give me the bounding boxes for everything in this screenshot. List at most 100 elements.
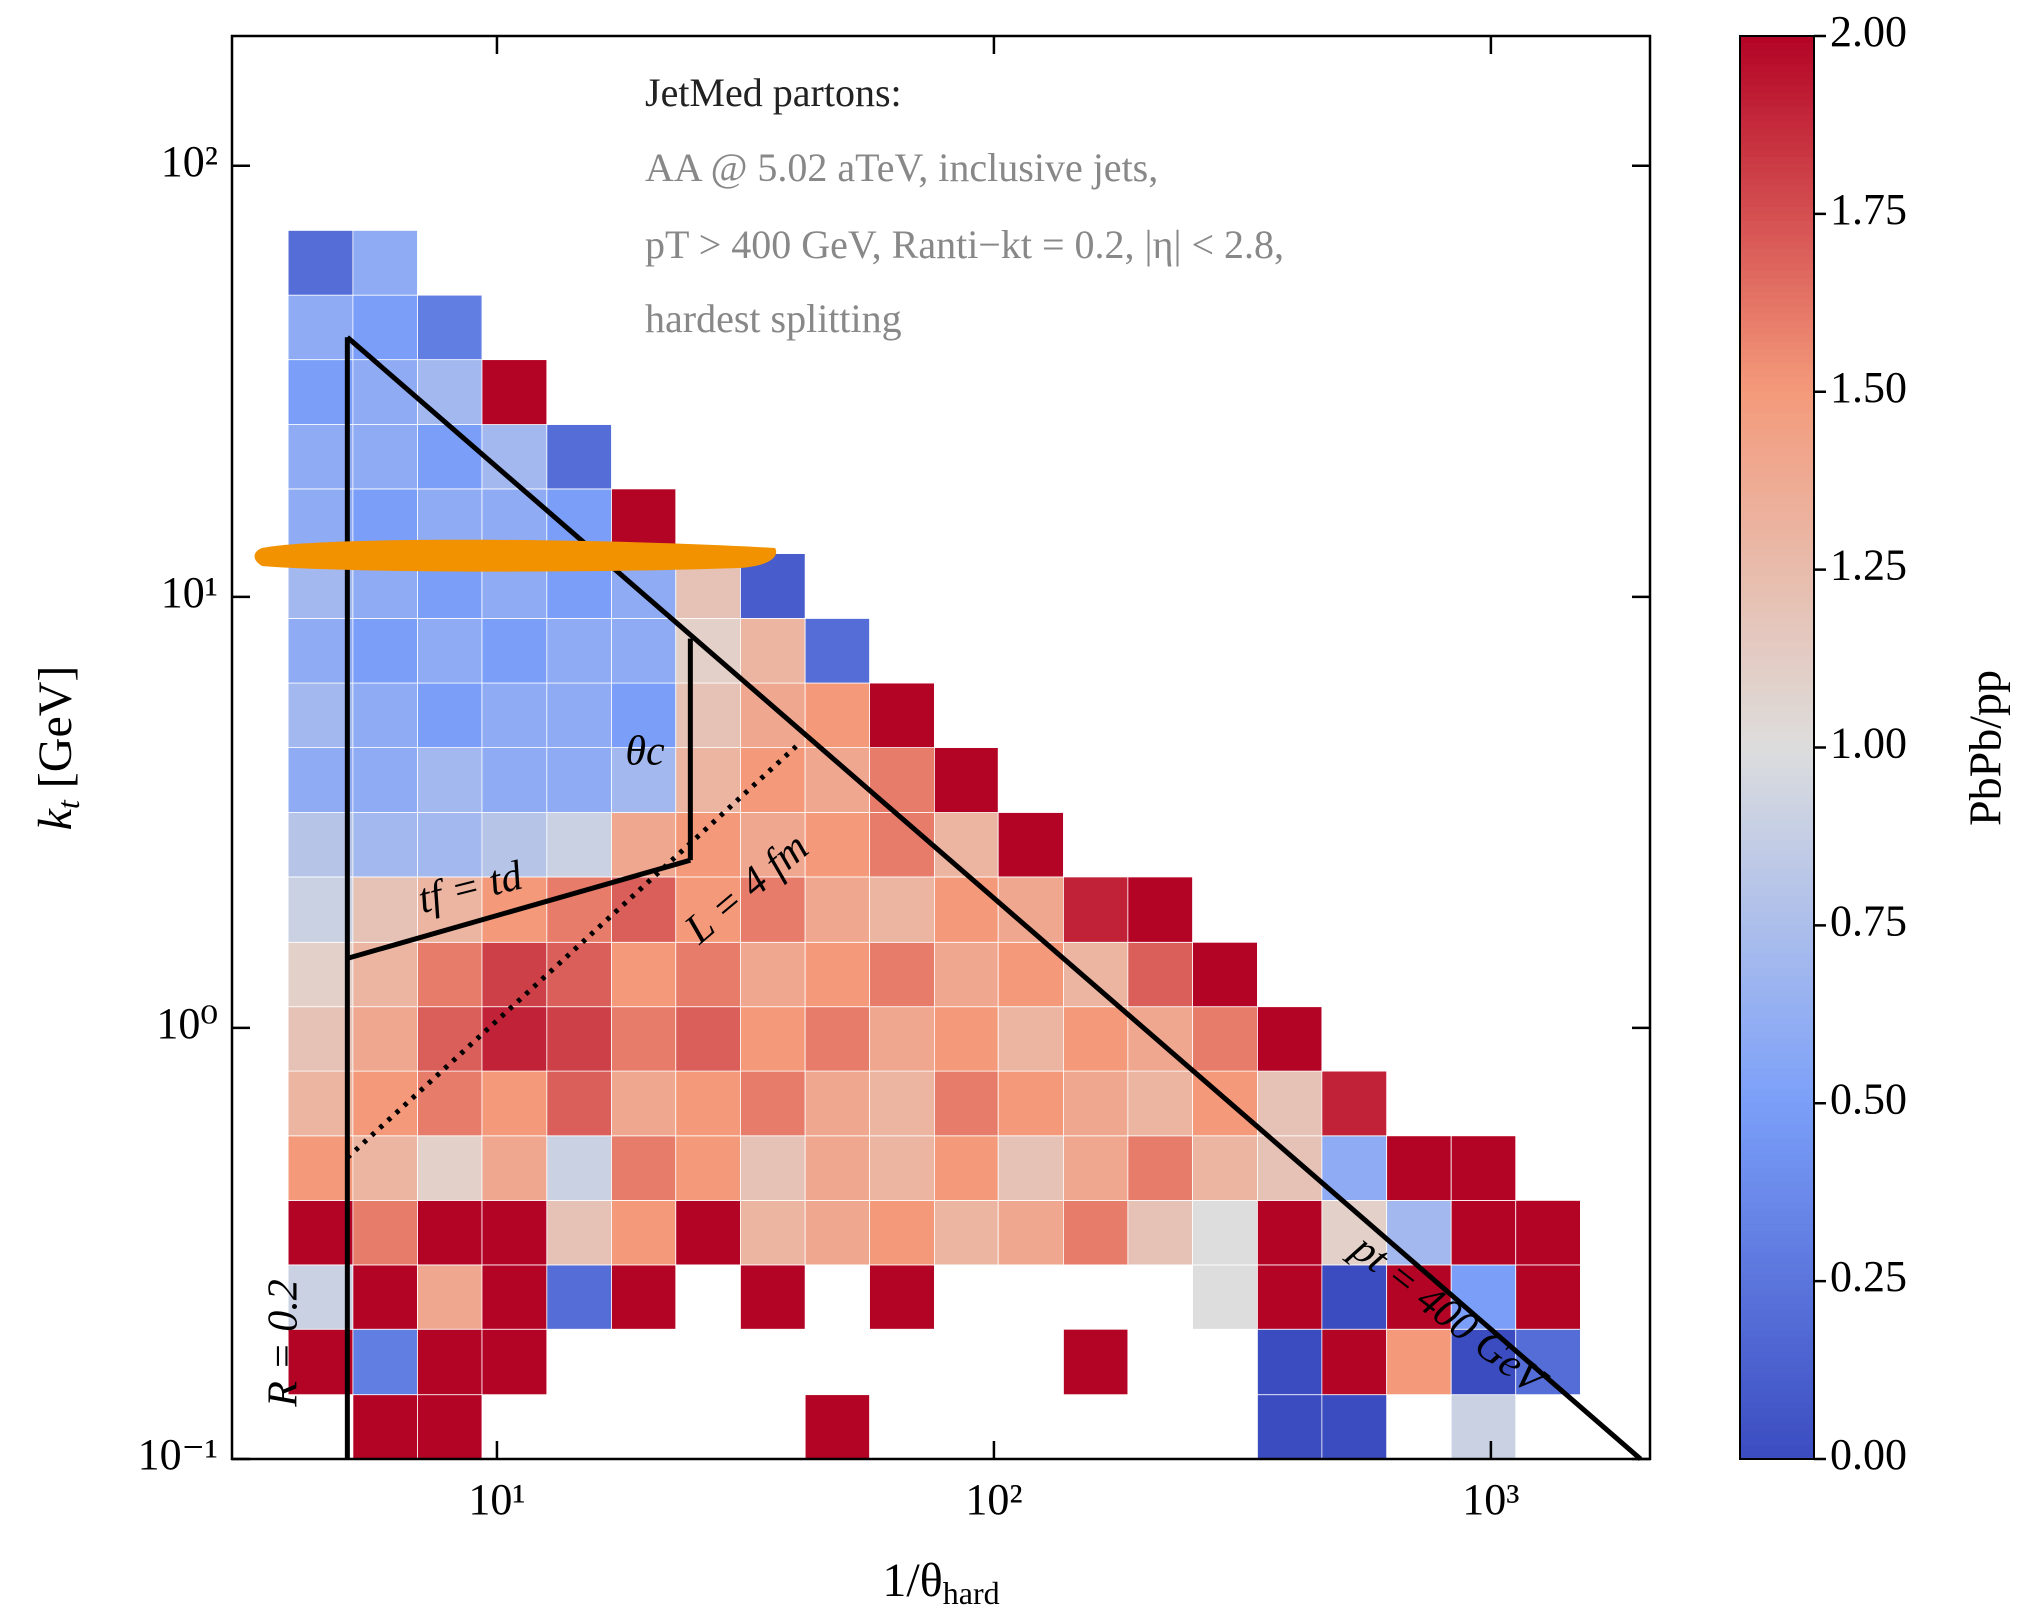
colorbar-segment <box>1740 363 1814 372</box>
colorbar-segment <box>1740 1281 1814 1290</box>
colorbar-segment <box>1740 1089 1814 1098</box>
colorbar-segment <box>1740 1046 1814 1055</box>
colorbar-segment <box>1740 1053 1814 1062</box>
colorbar-segment <box>1740 356 1814 365</box>
heatmap-cell <box>546 424 612 490</box>
colorbar-segment <box>1740 534 1814 543</box>
colorbar-segment <box>1740 968 1814 977</box>
heatmap-cell <box>611 1200 677 1266</box>
info-line: pT > 400 GeV, Ranti−kt = 0.2, |η| < 2.8, <box>645 222 1284 267</box>
heatmap-cell <box>417 294 483 361</box>
heatmap-cell <box>1450 1200 1517 1266</box>
heatmap-cell <box>1450 1394 1517 1460</box>
colorbar-segment <box>1740 100 1814 109</box>
colorbar-segment <box>1740 939 1814 948</box>
colorbar-segment <box>1740 477 1814 486</box>
heatmap-cell <box>287 941 354 1008</box>
heatmap-cell <box>1192 1006 1258 1072</box>
colorbar-segment <box>1740 512 1814 521</box>
colorbar-segment <box>1740 498 1814 507</box>
heatmap-cell <box>1257 1328 1323 1396</box>
colorbar-segment <box>1740 434 1814 443</box>
colorbar-segment <box>1740 854 1814 863</box>
colorbar-segment <box>1740 256 1814 265</box>
heatmap-cell <box>675 812 741 878</box>
colorbar-segment <box>1740 626 1814 635</box>
colorbar-segment <box>1740 1359 1814 1368</box>
heatmap-cell <box>1127 1135 1193 1201</box>
heatmap-cell <box>1257 1070 1323 1137</box>
heatmap-cell <box>1257 1006 1323 1072</box>
colorbar-segment <box>1740 619 1814 628</box>
colorbar-segment <box>1740 818 1814 827</box>
colorbar-segment <box>1740 868 1814 877</box>
heatmap-cell <box>611 1070 677 1137</box>
colorbar-segment <box>1740 918 1814 927</box>
heatmap-cell <box>287 294 354 361</box>
colorbar-segment <box>1740 1309 1814 1318</box>
colorbar-segment <box>1740 114 1814 123</box>
colorbar-segment <box>1740 1217 1814 1226</box>
heatmap-cell <box>352 747 418 813</box>
colorbar-tick-label: 0.75 <box>1830 896 1907 945</box>
heatmap-cell <box>287 424 354 490</box>
colorbar-segment <box>1740 57 1814 66</box>
heatmap-cell <box>287 812 354 878</box>
heatmap-cell <box>287 682 354 748</box>
heatmap-cell <box>546 682 612 748</box>
colorbar-segment <box>1740 1252 1814 1261</box>
y-label-rest: [GeV] <box>29 666 82 801</box>
heatmap-cell <box>417 941 483 1008</box>
colorbar-segment <box>1740 1416 1814 1425</box>
heatmap-cell <box>352 1264 418 1330</box>
colorbar-segment <box>1740 1338 1814 1347</box>
heatmap-cell <box>675 1200 741 1266</box>
colorbar-segment <box>1740 726 1814 735</box>
colorbar-segment <box>1740 85 1814 94</box>
colorbar-segment <box>1740 861 1814 870</box>
heatmap-cell <box>934 1070 999 1137</box>
heatmap-cell <box>804 1070 870 1137</box>
heatmap-cell <box>481 1135 548 1201</box>
heatmap-cell <box>546 1135 612 1201</box>
info-line: hardest splitting <box>645 296 902 341</box>
colorbar-segment <box>1740 875 1814 884</box>
x-tick-label: 10³ <box>1462 1475 1519 1524</box>
heatmap-cell <box>1515 1200 1581 1266</box>
heatmap-cell <box>417 682 483 748</box>
heatmap-cell <box>481 812 548 878</box>
colorbar-segment <box>1740 171 1814 180</box>
colorbar-segment <box>1740 313 1814 322</box>
heatmap-cell <box>675 682 741 748</box>
heatmap-cell <box>352 1328 418 1396</box>
colorbar-segment <box>1740 583 1814 592</box>
heatmap-cell <box>546 618 612 684</box>
colorbar-segment <box>1740 377 1814 386</box>
colorbar-segment <box>1740 960 1814 970</box>
colorbar-segment <box>1740 78 1814 87</box>
colorbar-segment <box>1740 811 1814 820</box>
heatmap-cell <box>287 1070 354 1137</box>
colorbar-segment <box>1740 1345 1814 1354</box>
colorbar-segment <box>1740 1110 1814 1119</box>
heatmap-cell <box>481 359 548 425</box>
heatmap-cell <box>740 1006 806 1072</box>
x-axis-label: 1/θhard <box>882 1554 999 1611</box>
heatmap <box>287 230 1581 1460</box>
colorbar-segment <box>1740 164 1814 173</box>
colorbar-segment <box>1740 92 1814 102</box>
colorbar-tick-label: 0.25 <box>1830 1252 1907 1301</box>
colorbar-segment <box>1740 925 1814 934</box>
colorbar-segment <box>1740 825 1814 834</box>
heatmap-cell <box>675 876 741 943</box>
heatmap-cell <box>804 812 870 878</box>
colorbar-segment <box>1740 911 1814 920</box>
colorbar-segment <box>1740 135 1814 144</box>
heatmap-cell <box>869 682 935 748</box>
heatmap-cell <box>1257 1264 1323 1330</box>
colorbar-segment <box>1740 797 1814 806</box>
colorbar-segment <box>1740 420 1814 429</box>
colorbar-segment <box>1740 904 1814 913</box>
colorbar-segment <box>1740 847 1814 856</box>
colorbar-segment <box>1740 1039 1814 1048</box>
